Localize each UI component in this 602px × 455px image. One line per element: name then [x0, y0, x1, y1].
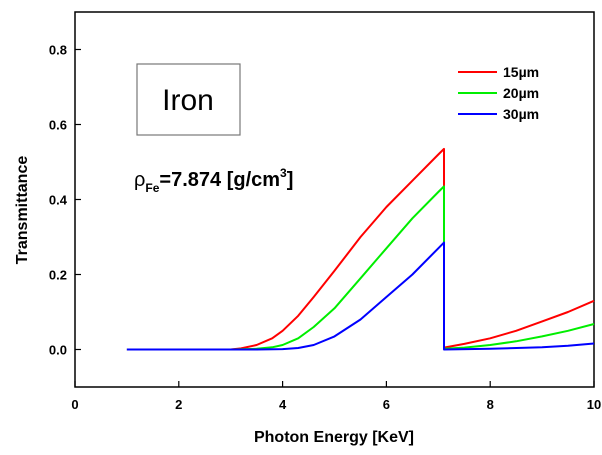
y-tick-label: 0.2 [49, 268, 67, 283]
density-annotation: ρFe=7.874 [g/cm3] [134, 166, 293, 195]
legend: 15µm 20µm 30µm [458, 64, 539, 122]
x-tick-label: 0 [71, 397, 78, 412]
x-tick-label: 2 [175, 397, 182, 412]
x-tick-label: 6 [383, 397, 390, 412]
y-tick-label: 0.8 [49, 43, 67, 58]
series-line-2 [126, 185, 595, 351]
density-subscript: Fe [145, 181, 159, 195]
density-value: =7.874 [g/cm [159, 169, 280, 191]
legend-label: 15µm [503, 64, 539, 80]
x-axis-ticks: 0 2 4 6 8 10 [71, 381, 601, 412]
legend-label: 30µm [503, 106, 539, 122]
density-superscript: 3 [280, 166, 287, 180]
x-axis-title: Photon Energy [KeV] [254, 429, 414, 446]
y-tick-label: 0.6 [49, 118, 67, 133]
density-suffix: ] [287, 169, 294, 191]
series-line-3 [126, 241, 595, 351]
series-line-1 [126, 147, 595, 351]
y-axis-ticks: 0.0 0.2 0.4 0.6 0.8 [49, 43, 81, 358]
legend-label: 20µm [503, 85, 539, 101]
series-layer [126, 147, 595, 351]
y-tick-label: 0.4 [49, 193, 68, 208]
x-tick-label: 10 [587, 397, 601, 412]
y-axis-title: Transmittance [14, 156, 31, 265]
material-label-box: Iron [136, 63, 241, 136]
y-tick-label: 0.0 [49, 343, 67, 358]
material-label: Iron [162, 84, 214, 117]
x-tick-label: 4 [279, 397, 287, 412]
density-rho: ρ [134, 169, 145, 191]
x-tick-label: 8 [487, 397, 494, 412]
material-label-frame [136, 63, 241, 136]
